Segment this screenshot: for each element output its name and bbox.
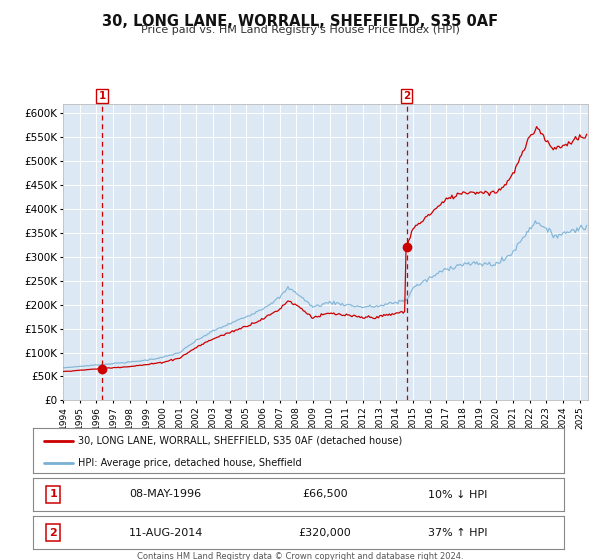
Text: £320,000: £320,000 [299,528,352,538]
Text: 1: 1 [99,91,106,101]
Text: Price paid vs. HM Land Registry's House Price Index (HPI): Price paid vs. HM Land Registry's House … [140,25,460,35]
Text: 30, LONG LANE, WORRALL, SHEFFIELD, S35 0AF: 30, LONG LANE, WORRALL, SHEFFIELD, S35 0… [102,14,498,29]
Text: Contains HM Land Registry data © Crown copyright and database right 2024.: Contains HM Land Registry data © Crown c… [137,552,463,560]
Text: 37% ↑ HPI: 37% ↑ HPI [428,528,488,538]
Text: 10% ↓ HPI: 10% ↓ HPI [428,489,487,500]
Text: 11-AUG-2014: 11-AUG-2014 [128,528,203,538]
Text: £66,500: £66,500 [302,489,348,500]
Text: 2: 2 [403,91,410,101]
Text: 08-MAY-1996: 08-MAY-1996 [130,489,202,500]
Text: HPI: Average price, detached house, Sheffield: HPI: Average price, detached house, Shef… [78,458,302,468]
Text: 30, LONG LANE, WORRALL, SHEFFIELD, S35 0AF (detached house): 30, LONG LANE, WORRALL, SHEFFIELD, S35 0… [78,436,403,446]
Text: 2: 2 [49,528,57,538]
Text: 1: 1 [49,489,57,500]
